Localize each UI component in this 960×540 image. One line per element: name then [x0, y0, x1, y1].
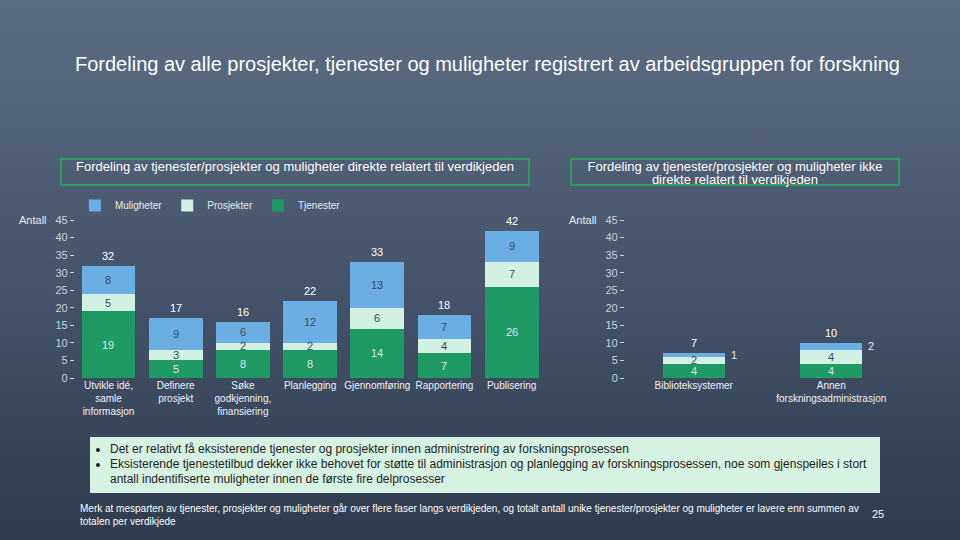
svg-text:10: 10 [825, 327, 837, 339]
svg-text:7: 7 [509, 268, 515, 280]
svg-text:1: 1 [731, 349, 737, 361]
svg-text:Prosjekter: Prosjekter [207, 200, 253, 211]
svg-text:19: 19 [102, 339, 114, 351]
html-text:Fordeling av tjenester/prosjek: Fordeling av tjenester/prosjekter og mul… [587, 159, 883, 187]
svg-text:Utvikle idé,samleinformasjon: Utvikle idé,samleinformasjon [83, 380, 135, 417]
svg-text:5: 5 [62, 354, 68, 366]
svg-text:Publisering: Publisering [487, 380, 536, 391]
svg-text:22: 22 [304, 285, 316, 297]
svg-text:9: 9 [173, 328, 179, 340]
svg-text:5: 5 [105, 297, 111, 309]
svg-text:25: 25 [55, 284, 67, 296]
svg-text:0: 0 [62, 372, 68, 384]
svg-text:9: 9 [509, 240, 515, 252]
svg-text:40: 40 [606, 231, 618, 243]
svg-text:5: 5 [173, 363, 179, 375]
html-text:Det er relativt få eksisterend: Det er relativt få eksisterende tjeneste… [110, 442, 629, 456]
svg-text:8: 8 [307, 358, 313, 370]
svg-text:Rapportering: Rapportering [416, 380, 474, 391]
svg-text:25: 25 [606, 284, 618, 296]
svg-text:8: 8 [240, 358, 246, 370]
svg-text:5: 5 [612, 354, 618, 366]
svg-text:15: 15 [55, 319, 67, 331]
svg-text:45: 45 [606, 214, 618, 226]
svg-text:6: 6 [240, 326, 246, 338]
svg-text:35: 35 [606, 249, 618, 261]
svg-text:15: 15 [606, 319, 618, 331]
svg-text:10: 10 [606, 337, 618, 349]
svg-text:18: 18 [438, 299, 450, 311]
svg-text:Antall: Antall [19, 214, 47, 226]
svg-text:Tjenester: Tjenester [298, 200, 340, 211]
svg-text:Annenforskningsadministrasjon: Annenforskningsadministrasjon [776, 380, 886, 404]
html-text:Eksisterende tjenestetilbud de: Eksisterende tjenestetilbud dekker ikke … [110, 457, 867, 486]
svg-text:4: 4 [691, 365, 697, 377]
svg-text:7: 7 [691, 337, 697, 349]
svg-text:8: 8 [105, 274, 111, 286]
html-text:Fordeling av tjenester/prosjek: Fordeling av tjenester/prosjekter og mul… [76, 159, 514, 174]
svg-text:30: 30 [55, 267, 67, 279]
html-text:Fordeling av alle prosjekter,: Fordeling av alle prosjekter, tjenester … [75, 53, 900, 75]
svg-text:Muligheter: Muligheter [115, 200, 162, 211]
svg-text:3: 3 [173, 349, 179, 361]
svg-text:30: 30 [606, 267, 618, 279]
svg-text:40: 40 [55, 231, 67, 243]
html-text:25: 25 [872, 508, 885, 520]
svg-text:0: 0 [612, 372, 618, 384]
svg-text:33: 33 [371, 246, 383, 258]
svg-text:12: 12 [304, 316, 316, 328]
svg-text:6: 6 [374, 312, 380, 324]
svg-text:Planlegging: Planlegging [284, 380, 336, 391]
svg-text:Antall: Antall [569, 214, 597, 226]
svg-text:Gjennomføring: Gjennomføring [344, 380, 410, 391]
svg-text:17: 17 [170, 302, 182, 314]
svg-text:45: 45 [55, 214, 67, 226]
html-text:Merk at mesparten av tjenester: Merk at mesparten av tjenester, prosjekt… [80, 503, 859, 527]
svg-text:7: 7 [441, 321, 447, 333]
svg-text:20: 20 [606, 302, 618, 314]
svg-text:4: 4 [441, 340, 447, 352]
svg-text:42: 42 [506, 215, 518, 227]
svg-text:2: 2 [240, 340, 246, 352]
svg-text:14: 14 [371, 347, 383, 359]
svg-text:2: 2 [691, 354, 697, 366]
svg-text:35: 35 [55, 249, 67, 261]
svg-text:16: 16 [237, 306, 249, 318]
svg-text:2: 2 [868, 340, 874, 352]
svg-text:4: 4 [828, 365, 834, 377]
svg-text:4: 4 [828, 351, 834, 363]
svg-text:32: 32 [102, 250, 114, 262]
svg-text:10: 10 [55, 337, 67, 349]
svg-text:2: 2 [307, 340, 313, 352]
svg-text:26: 26 [506, 326, 518, 338]
svg-text:Biblioteksystemer: Biblioteksystemer [655, 380, 734, 391]
svg-text:Søkegodkjenning,finansiering: Søkegodkjenning,finansiering [215, 380, 272, 417]
svg-text:20: 20 [55, 302, 67, 314]
svg-text:Definereprosjekt: Definereprosjekt [157, 380, 195, 404]
svg-text:13: 13 [371, 279, 383, 291]
svg-text:7: 7 [441, 360, 447, 372]
